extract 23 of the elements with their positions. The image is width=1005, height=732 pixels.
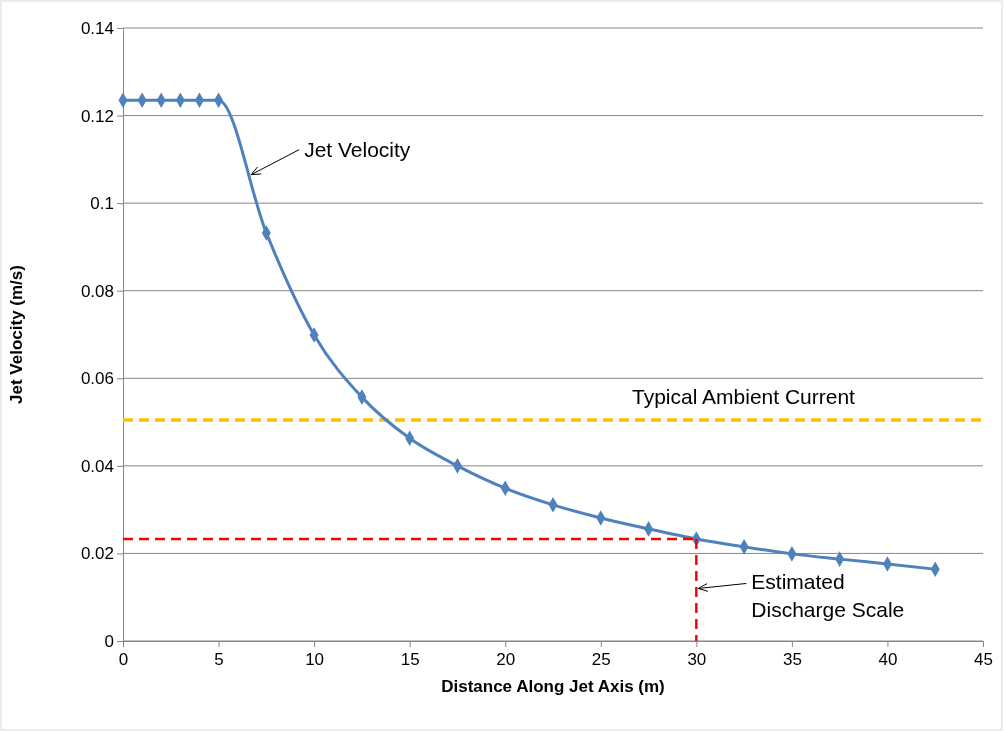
x-tick-label: 20 xyxy=(496,650,516,670)
x-axis-title: Distance Along Jet Axis (m) xyxy=(441,677,665,696)
y-tick-label: 0.06 xyxy=(80,369,114,389)
y-tick-label: 0.14 xyxy=(80,18,114,38)
x-tick-label: 25 xyxy=(591,650,611,670)
x-tick-label: 5 xyxy=(214,650,224,670)
ref-line-label: Typical Ambient Current xyxy=(632,384,856,408)
x-tick-label: 45 xyxy=(974,650,993,670)
x-tick-label: 10 xyxy=(305,650,325,670)
x-tick-label: 30 xyxy=(687,650,707,670)
x-tick-label: 15 xyxy=(400,650,420,670)
x-tick-label: 0 xyxy=(118,650,129,670)
annotation: Jet Velocity xyxy=(304,138,411,162)
y-tick-label: 0.04 xyxy=(80,456,114,476)
y-axis-title: Jet Velocity (m/s) xyxy=(7,265,26,404)
y-tick-label: 0.08 xyxy=(80,281,114,301)
y-tick-label: 0.1 xyxy=(90,194,114,214)
x-tick-label: 35 xyxy=(782,650,802,670)
x-tick-label: 40 xyxy=(878,650,898,670)
y-tick-label: 0.02 xyxy=(80,544,114,564)
annotation: Estimated Discharge Scale xyxy=(751,570,905,621)
y-tick-label: 0.12 xyxy=(80,106,114,126)
y-tick-label: 0 xyxy=(104,631,114,651)
